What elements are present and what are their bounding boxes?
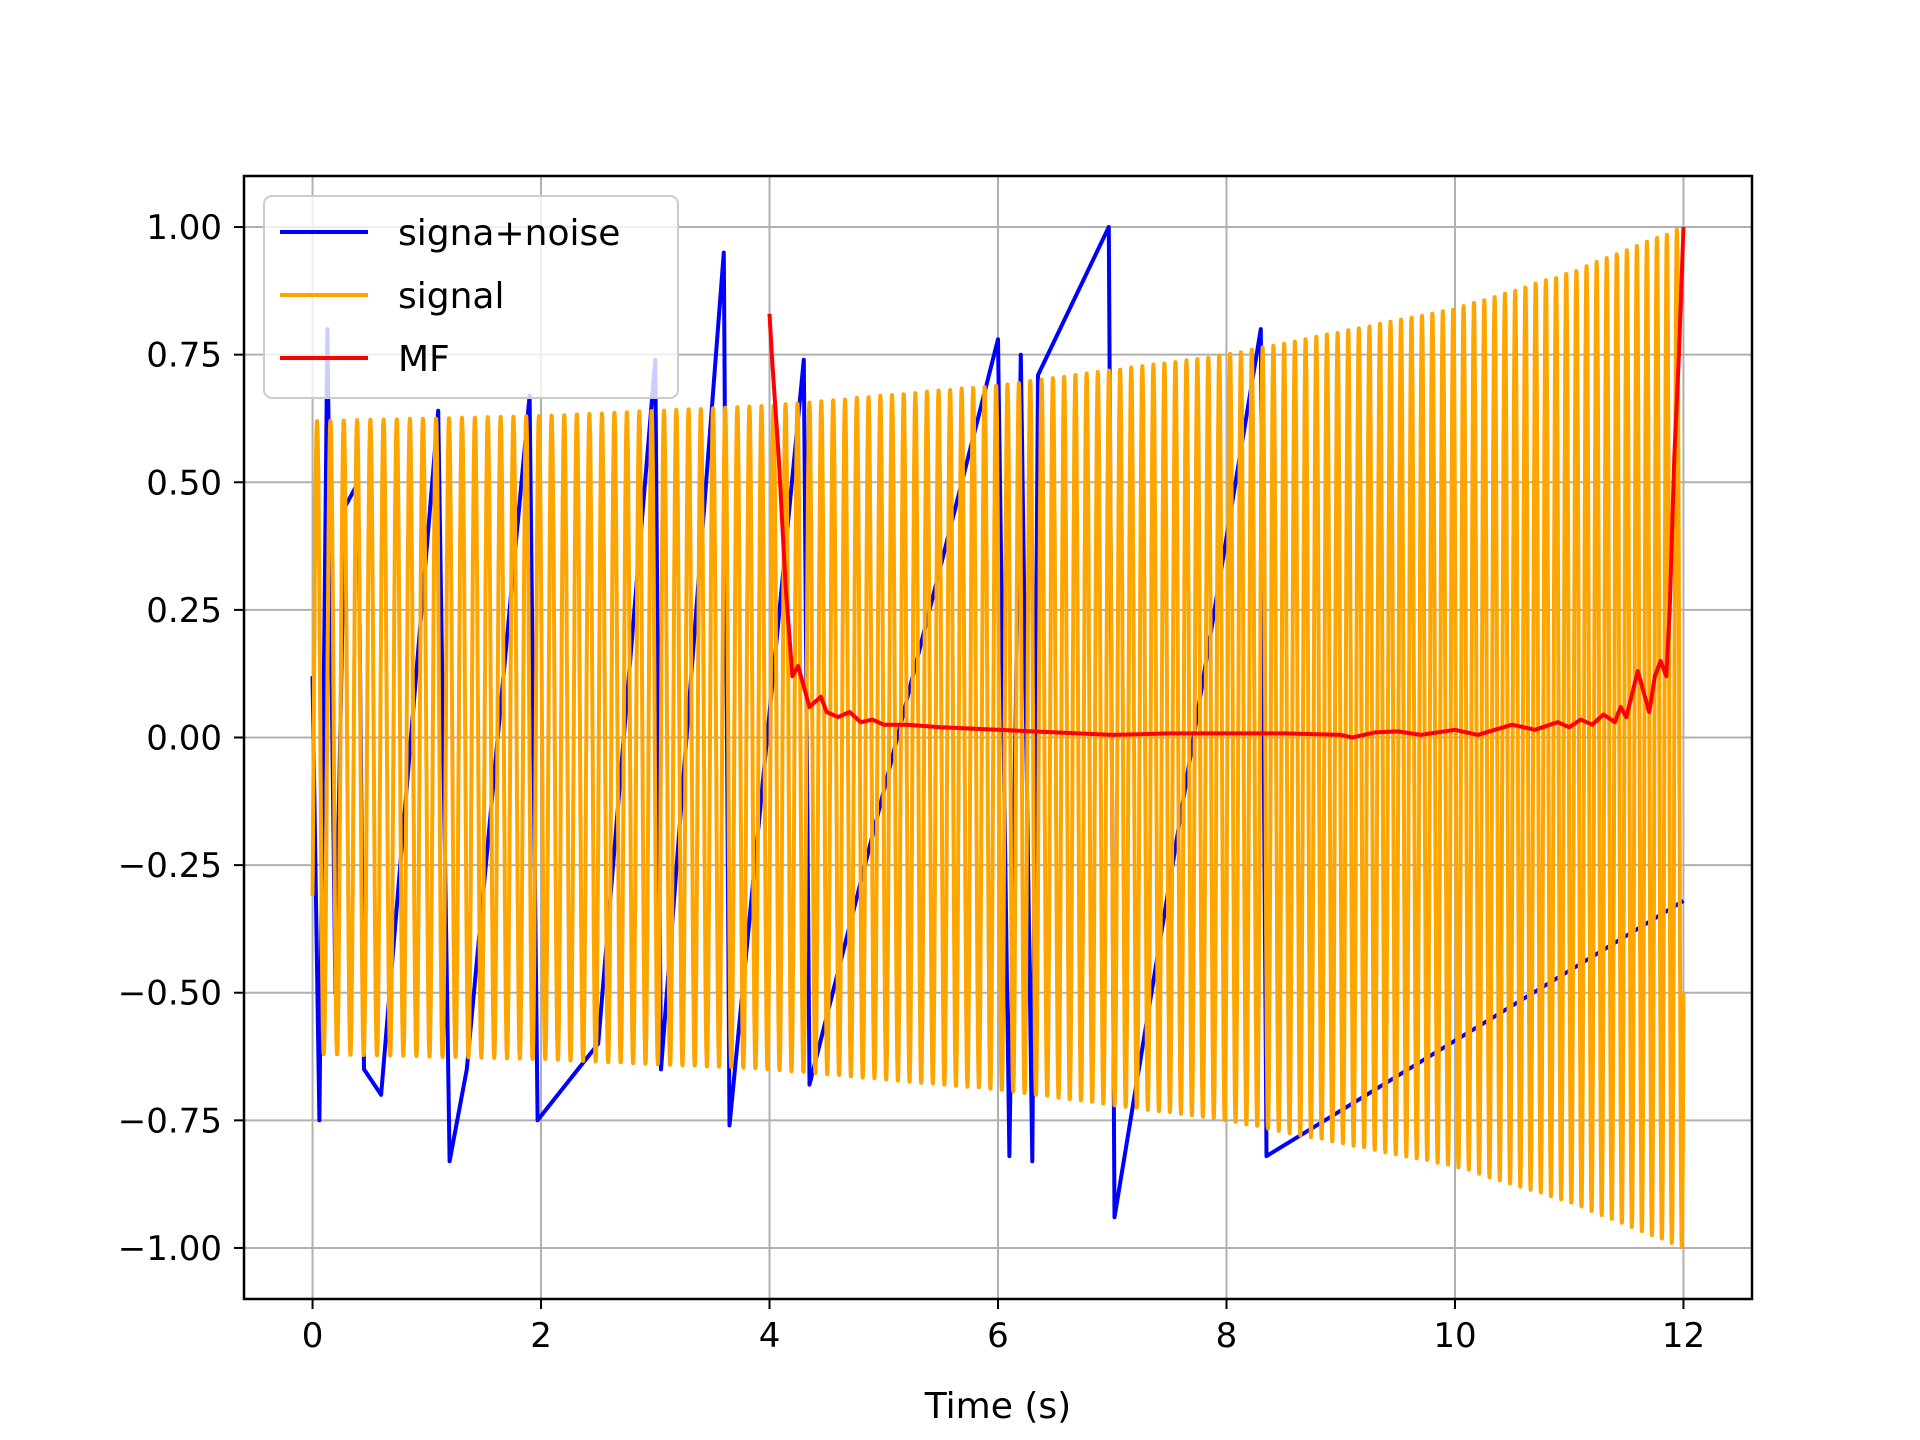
legend-label: signa+noise xyxy=(398,213,620,254)
x-tick-label: 10 xyxy=(1433,1316,1476,1356)
y-tick-label: −0.50 xyxy=(118,974,222,1014)
y-tick-label: −0.25 xyxy=(118,846,222,886)
y-tick-label: −1.00 xyxy=(118,1229,222,1269)
series-signal-line xyxy=(310,227,1686,1249)
x-axis-label: Time (s) xyxy=(924,1386,1071,1427)
legend-label: MF xyxy=(398,339,450,380)
y-tick-label: −0.75 xyxy=(118,1101,222,1141)
legend: signa+noise signal MF xyxy=(263,195,679,399)
x-tick-label: 12 xyxy=(1662,1316,1705,1356)
series-area xyxy=(310,225,1686,1249)
y-tick-label: 1.00 xyxy=(146,208,222,248)
y-tick-label: 0.75 xyxy=(146,336,222,376)
x-tick-label: 6 xyxy=(987,1316,1009,1356)
legend-label: signal xyxy=(398,276,505,317)
y-tick-label: 0.00 xyxy=(146,719,222,759)
axis-ticks: 0 2 4 6 8 10 12 1.00 0.75 0.50 0.25 0.00 −0.25 −0.50 −… xyxy=(118,208,1705,1356)
x-tick-label: 2 xyxy=(530,1316,552,1356)
legend-box xyxy=(263,195,679,399)
x-tick-label: 0 xyxy=(302,1316,324,1356)
y-tick-label: 0.50 xyxy=(146,463,222,503)
x-tick-label: 8 xyxy=(1216,1316,1238,1356)
series-mf-line xyxy=(767,226,1686,740)
y-tick-label: 0.25 xyxy=(146,591,222,631)
x-tick-label: 4 xyxy=(759,1316,781,1356)
